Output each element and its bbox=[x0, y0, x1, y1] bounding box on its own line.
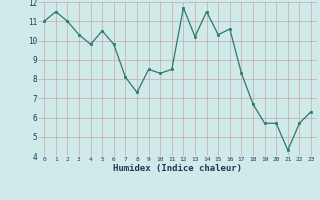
X-axis label: Humidex (Indice chaleur): Humidex (Indice chaleur) bbox=[113, 164, 242, 173]
